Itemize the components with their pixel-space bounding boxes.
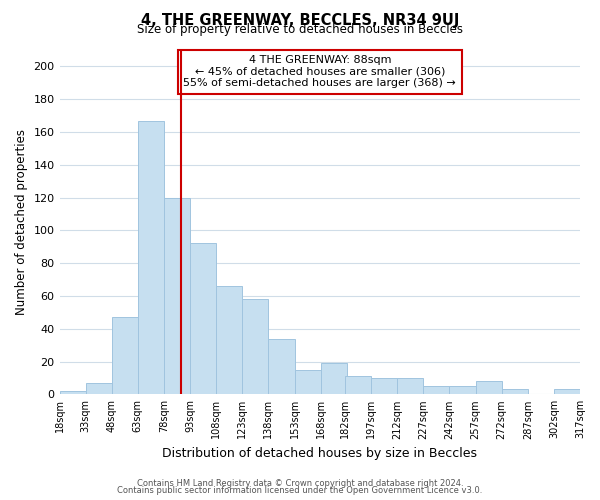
Bar — [295, 370, 320, 394]
Text: 4, THE GREENWAY, BECCLES, NR34 9UJ: 4, THE GREENWAY, BECCLES, NR34 9UJ — [141, 12, 459, 28]
Bar — [138, 120, 164, 394]
Bar — [502, 390, 528, 394]
Text: 4 THE GREENWAY: 88sqm
← 45% of detached houses are smaller (306)
55% of semi-det: 4 THE GREENWAY: 88sqm ← 45% of detached … — [184, 55, 456, 88]
X-axis label: Distribution of detached houses by size in Beccles: Distribution of detached houses by size … — [162, 447, 477, 460]
Bar — [424, 386, 449, 394]
Bar — [86, 383, 112, 394]
Text: Contains HM Land Registry data © Crown copyright and database right 2024.: Contains HM Land Registry data © Crown c… — [137, 478, 463, 488]
Bar — [449, 386, 476, 394]
Bar — [554, 390, 580, 394]
Bar — [242, 299, 268, 394]
Bar — [59, 391, 86, 394]
Bar — [112, 317, 138, 394]
Bar — [216, 286, 242, 395]
Text: Contains public sector information licensed under the Open Government Licence v3: Contains public sector information licen… — [118, 486, 482, 495]
Bar — [190, 244, 216, 394]
Bar — [164, 198, 190, 394]
Bar — [345, 376, 371, 394]
Bar — [371, 378, 397, 394]
Bar — [268, 338, 295, 394]
Y-axis label: Number of detached properties: Number of detached properties — [15, 129, 28, 315]
Bar — [397, 378, 424, 394]
Text: Size of property relative to detached houses in Beccles: Size of property relative to detached ho… — [137, 22, 463, 36]
Bar — [476, 381, 502, 394]
Bar — [320, 363, 347, 394]
